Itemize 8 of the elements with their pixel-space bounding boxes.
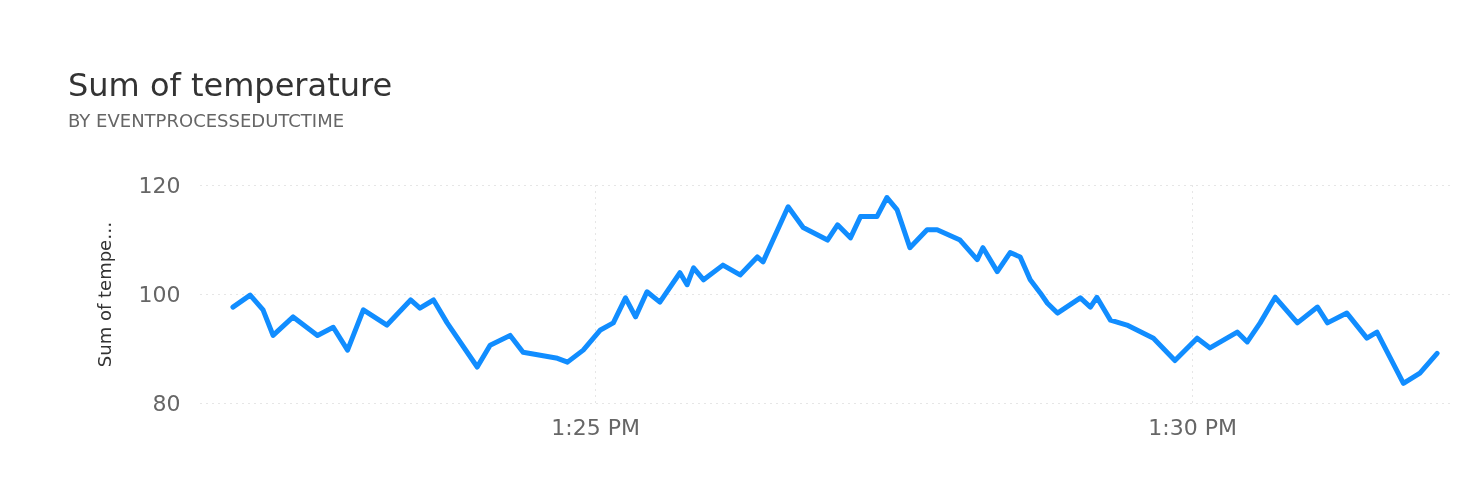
chart-title: Sum of temperature bbox=[68, 66, 393, 104]
y-axis-title: Sum of tempe… bbox=[93, 221, 115, 368]
y-tick-label: 100 bbox=[138, 281, 181, 307]
y-tick-label: 120 bbox=[138, 172, 181, 198]
x-tick-label: 1:30 PM bbox=[1148, 414, 1237, 440]
chart-subtitle: BY EVENTPROCESSEDUTCTIME bbox=[68, 110, 345, 131]
x-tick-label: 1:25 PM bbox=[551, 414, 641, 440]
y-tick-label: 80 bbox=[152, 390, 181, 416]
